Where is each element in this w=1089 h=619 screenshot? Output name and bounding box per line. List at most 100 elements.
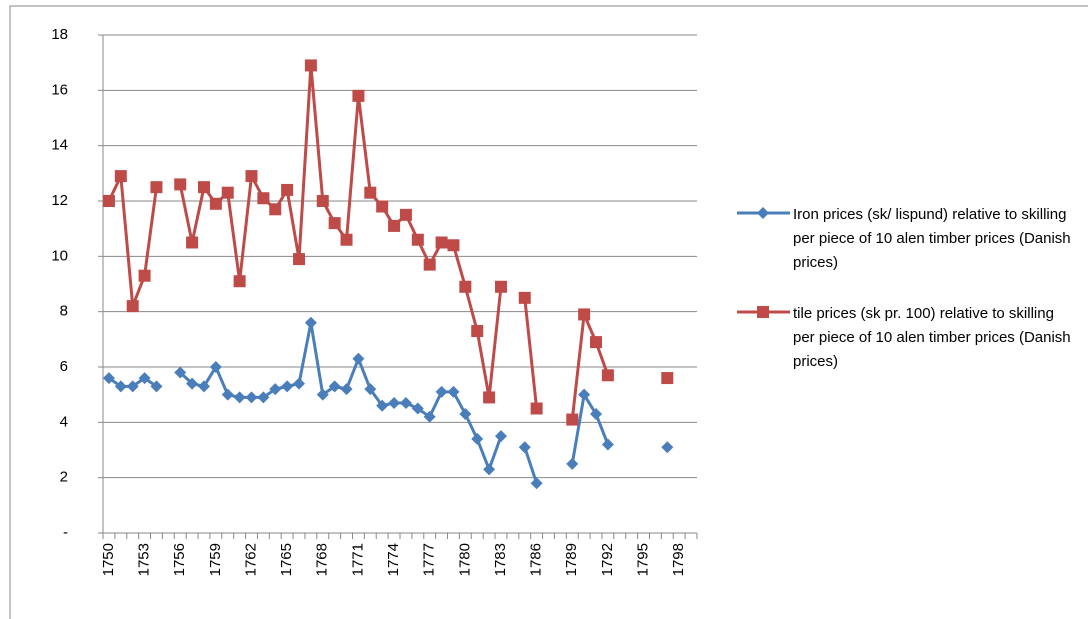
data-point [518,441,531,454]
data-point [364,383,377,396]
legend-marker [757,306,769,318]
data-point [209,361,222,373]
x-tick-label: 1753 [136,543,153,576]
x-tick-label: 1750 [100,543,117,576]
series-line [523,297,539,409]
data-point [352,89,365,102]
data-point [411,402,424,415]
data-point [328,217,341,230]
y-tick-label: - [63,524,68,541]
data-point [245,170,258,183]
data-point [245,391,258,404]
x-tick-label: 1774 [385,543,402,576]
series-line [570,308,610,420]
data-point [530,402,543,415]
data-point [102,195,115,207]
data-point [578,308,591,321]
data-point [197,380,210,393]
data-point [471,432,484,445]
x-tick-label: 1771 [349,543,366,576]
data-point [126,300,139,313]
y-tick-label: 8 [60,303,68,320]
data-point [114,380,127,393]
x-tick-label: 1759 [207,543,224,576]
series-line [523,446,539,484]
data-point [293,253,306,266]
data-point [399,396,412,409]
data-point [304,59,317,72]
x-tick-label: 1783 [492,543,509,576]
series-line [178,65,503,398]
data-point [186,236,199,249]
data-point [340,233,353,246]
data-point [138,372,151,385]
y-tick-label: 4 [60,413,68,430]
x-tick-label: 1789 [563,543,580,576]
data-point [293,377,306,390]
y-tick-label: 12 [51,192,68,209]
y-tick-label: 2 [60,469,68,486]
data-point [376,399,389,412]
data-point [590,408,603,421]
data-point [316,388,329,401]
x-tick-label: 1777 [421,543,438,576]
x-tick-label: 1798 [670,543,687,576]
y-tick-label: 14 [51,137,68,154]
data-point [304,316,317,329]
data-point [423,410,436,423]
x-tick-label: 1792 [599,543,616,576]
data-point [328,380,341,393]
data-point [388,396,401,409]
x-tick-label: 1765 [278,543,295,576]
data-point [233,391,246,404]
data-point [590,336,603,349]
data-point [114,170,127,183]
data-point [661,441,674,454]
data-point [281,183,294,196]
x-tick-label: 1762 [242,543,259,576]
data-point [483,463,496,476]
data-point [578,388,591,401]
x-tick-label: 1786 [528,543,545,576]
y-tick-label: 10 [51,247,68,264]
data-point [233,275,246,288]
data-point [661,372,674,385]
data-point [494,430,507,443]
y-tick-label: 16 [51,81,68,98]
data-point [221,388,234,401]
data-point [399,208,412,221]
x-tick-label: 1780 [456,543,473,576]
legend-marker [757,207,769,219]
data-point [257,391,270,404]
data-point [601,438,614,451]
data-point [352,352,365,365]
data-point [411,233,424,246]
data-point [376,200,389,213]
data-point [459,408,472,421]
legend-label: Iron prices (sk/ lispund) relative to sk… [793,206,1071,271]
data-point [364,186,377,199]
data-point [459,280,472,293]
data-point [518,291,531,304]
data-point [269,203,282,216]
data-point [530,477,543,490]
y-tick-label: 18 [51,26,68,43]
data-point [447,239,460,252]
data-point [340,383,353,396]
data-point [257,192,270,205]
data-point [197,181,210,194]
data-point [126,380,139,393]
data-point [209,197,222,210]
data-point [435,236,448,249]
series-line [107,170,158,307]
data-point [150,181,163,194]
data-point [494,280,507,293]
series-line [570,390,610,465]
data-point [601,369,614,382]
data-point [221,186,234,199]
data-point [566,413,579,426]
data-point [174,178,187,191]
data-point [316,195,329,207]
